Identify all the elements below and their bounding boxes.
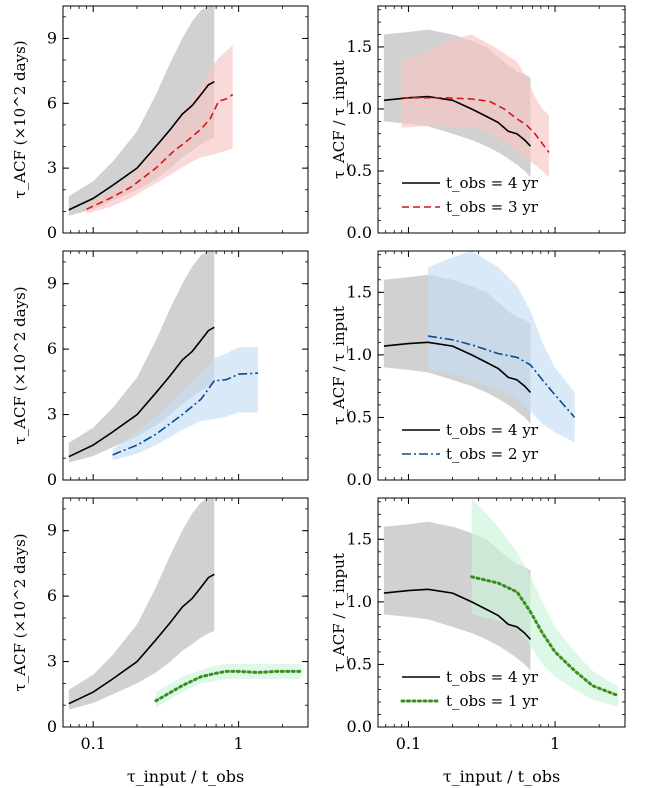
ytick-label: 0.5 bbox=[347, 407, 372, 426]
ytick-label: 1.5 bbox=[347, 37, 372, 56]
panel-row2-left: 0 3 6 9 τ_ACF (×10^2 days) bbox=[11, 250, 309, 489]
x-axis-label: τ_input / t_obs bbox=[127, 767, 244, 786]
ytick-label: 0 bbox=[47, 223, 57, 242]
series-line-0 bbox=[68, 80, 215, 211]
y-axis-label: τ_ACF / τ_input bbox=[330, 553, 348, 672]
ytick-label: 6 bbox=[47, 93, 57, 112]
band-1 bbox=[428, 251, 575, 443]
xtick-label: 0.1 bbox=[396, 734, 421, 753]
legend-label: t_obs = 4 yr bbox=[446, 174, 539, 192]
band-0 bbox=[68, 251, 215, 463]
plot-area bbox=[68, 498, 303, 710]
series-line-0 bbox=[68, 326, 215, 458]
panel-row1-right: 0.0 0.5 1.0 1.5 τ_ACF / τ_input t_obs = 4 yr t… bbox=[330, 5, 626, 242]
legend-label: t_obs = 1 yr bbox=[446, 692, 539, 710]
xtick-label: 0.1 bbox=[80, 734, 105, 753]
series-line-0 bbox=[383, 341, 532, 393]
series-line-1 bbox=[401, 97, 550, 153]
ytick-label: 0.0 bbox=[347, 470, 372, 489]
y-axis-label: τ_ACF (×10^2 days) bbox=[11, 533, 29, 691]
series-line-1 bbox=[112, 372, 259, 456]
ytick-label: 3 bbox=[47, 405, 57, 424]
axes-frame bbox=[377, 5, 626, 234]
panel-row3-right: 0.0 0.5 1.0 1.5 0.1 1 τ_input / t_obs τ_ACF / τ… bbox=[330, 497, 626, 786]
ytick-label: 6 bbox=[47, 586, 57, 605]
y-axis-label: τ_ACF (×10^2 days) bbox=[11, 40, 29, 198]
y-axis-label: τ_ACF / τ_input bbox=[330, 60, 348, 179]
ytick-label: 6 bbox=[47, 339, 57, 358]
ytick-label: 3 bbox=[47, 158, 57, 177]
axes-frame bbox=[62, 250, 309, 481]
ytick-label: 0.0 bbox=[347, 223, 372, 242]
series-line-1 bbox=[154, 669, 303, 703]
series-line-0 bbox=[383, 95, 532, 147]
xtick-label: 1 bbox=[550, 734, 560, 753]
plot-area bbox=[383, 251, 576, 443]
axes-frame bbox=[377, 497, 626, 728]
legend-label: t_obs = 4 yr bbox=[446, 668, 539, 686]
xtick-label: 1 bbox=[234, 734, 244, 753]
x-axis-label: τ_input / t_obs bbox=[443, 767, 560, 786]
y-axis-label: τ_ACF (×10^2 days) bbox=[11, 286, 29, 444]
series-line-0 bbox=[68, 573, 215, 705]
series-line-0 bbox=[383, 588, 532, 640]
ytick-label: 1.0 bbox=[347, 592, 372, 611]
ytick-label: 1.0 bbox=[347, 99, 372, 118]
panel-row3-left: 0 3 6 9 0.1 1 τ_input / t_obs τ_ACF (×10^2 days… bbox=[11, 497, 309, 786]
ytick-label: 9 bbox=[47, 28, 57, 47]
plot-area bbox=[383, 498, 620, 707]
ytick-label: 0.0 bbox=[347, 717, 372, 736]
ytick-label: 1.0 bbox=[347, 345, 372, 364]
band-0 bbox=[68, 6, 215, 216]
ytick-label: 1.5 bbox=[347, 282, 372, 301]
ytick-label: 0.5 bbox=[347, 654, 372, 673]
series-line-1 bbox=[470, 575, 620, 698]
ytick-label: 1.5 bbox=[347, 529, 372, 548]
panel-row2-right: 0.0 0.5 1.0 1.5 τ_ACF / τ_input t_obs = 4 yr t… bbox=[330, 250, 626, 489]
band-1 bbox=[112, 347, 258, 461]
plot-area bbox=[383, 29, 550, 178]
legend-label: t_obs = 3 yr bbox=[446, 198, 539, 216]
band-0 bbox=[68, 498, 215, 710]
plot-area bbox=[68, 251, 259, 463]
ytick-label: 9 bbox=[47, 521, 57, 540]
axes-frame bbox=[62, 5, 309, 234]
series-line-1 bbox=[427, 335, 576, 418]
ytick-label: 0.5 bbox=[347, 161, 372, 180]
ytick-label: 9 bbox=[47, 274, 57, 293]
plot-area bbox=[68, 6, 234, 216]
band-1 bbox=[155, 663, 302, 708]
band-1 bbox=[86, 44, 233, 214]
axes-frame bbox=[62, 497, 309, 728]
axes-frame bbox=[377, 250, 626, 481]
ytick-label: 3 bbox=[47, 652, 57, 671]
panel-row1-left: 0 3 6 9 τ_ACF (×10^2 days) bbox=[11, 5, 309, 242]
legend-label: t_obs = 2 yr bbox=[446, 445, 539, 463]
legend-label: t_obs = 4 yr bbox=[446, 421, 539, 439]
band-1 bbox=[401, 34, 549, 178]
series-line-1 bbox=[86, 93, 234, 210]
band-1 bbox=[471, 498, 619, 707]
y-axis-label: τ_ACF / τ_input bbox=[330, 306, 348, 425]
ytick-label: 0 bbox=[47, 470, 57, 489]
ytick-label: 0 bbox=[47, 717, 57, 736]
